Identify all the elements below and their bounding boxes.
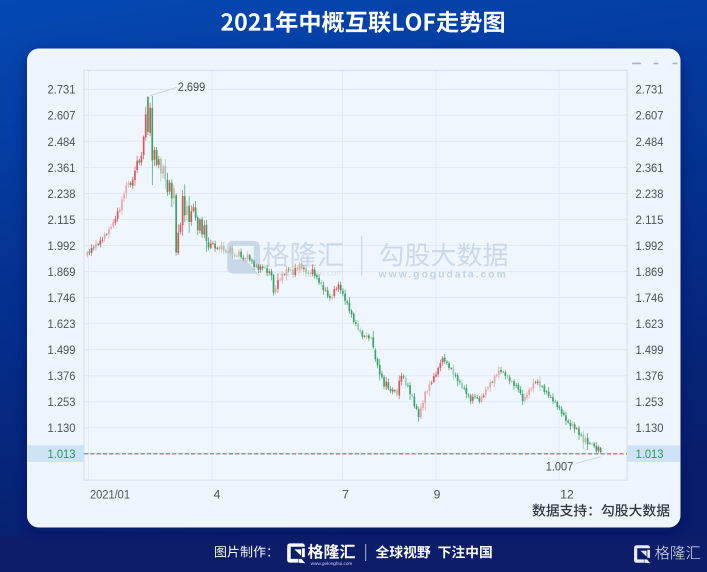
svg-text:1.253: 1.253 [636,395,664,409]
svg-text:2.731: 2.731 [48,83,76,97]
svg-text:4: 4 [214,488,221,502]
svg-text:2.115: 2.115 [48,213,76,227]
svg-text:2.607: 2.607 [636,109,664,123]
svg-text:1.013: 1.013 [48,447,76,461]
svg-text:2.731: 2.731 [636,83,664,97]
svg-text:www.gelonghui.com: www.gelonghui.com [311,561,353,566]
svg-text:www.gogudata.com: www.gogudata.com [378,269,508,281]
svg-text:1.376: 1.376 [48,369,76,383]
svg-text:2021/01: 2021/01 [90,488,130,502]
svg-text:2.115: 2.115 [636,213,664,227]
svg-text:7: 7 [342,488,349,502]
svg-text:1.499: 1.499 [48,343,76,357]
svg-text:1.746: 1.746 [636,291,664,305]
svg-text:2.238: 2.238 [636,187,664,201]
svg-text:1.499: 1.499 [636,343,664,357]
svg-text:1.007: 1.007 [546,460,574,474]
svg-text:1.376: 1.376 [636,369,664,383]
svg-text:1.623: 1.623 [636,317,664,331]
svg-text:2.699: 2.699 [178,80,206,94]
svg-text:1.992: 1.992 [636,239,664,253]
svg-text:1.253: 1.253 [48,395,76,409]
svg-text:1.869: 1.869 [636,265,664,279]
svg-text:2.484: 2.484 [48,135,76,149]
svg-text:2.484: 2.484 [636,135,664,149]
svg-text:1.013: 1.013 [636,447,664,461]
svg-text:12: 12 [560,488,574,502]
svg-text:1.623: 1.623 [48,317,76,331]
svg-text:2.361: 2.361 [636,161,664,175]
svg-text:www.gelonghui.com: www.gelonghui.com [263,269,344,278]
svg-text:1.992: 1.992 [48,239,76,253]
svg-text:2.361: 2.361 [48,161,76,175]
svg-text:1.746: 1.746 [48,291,76,305]
svg-text:2.607: 2.607 [48,109,76,123]
svg-text:1.869: 1.869 [48,265,76,279]
svg-text:2.238: 2.238 [48,187,76,201]
svg-text:1.130: 1.130 [636,421,664,435]
svg-text:1.130: 1.130 [48,421,76,435]
svg-text:9: 9 [434,488,441,502]
